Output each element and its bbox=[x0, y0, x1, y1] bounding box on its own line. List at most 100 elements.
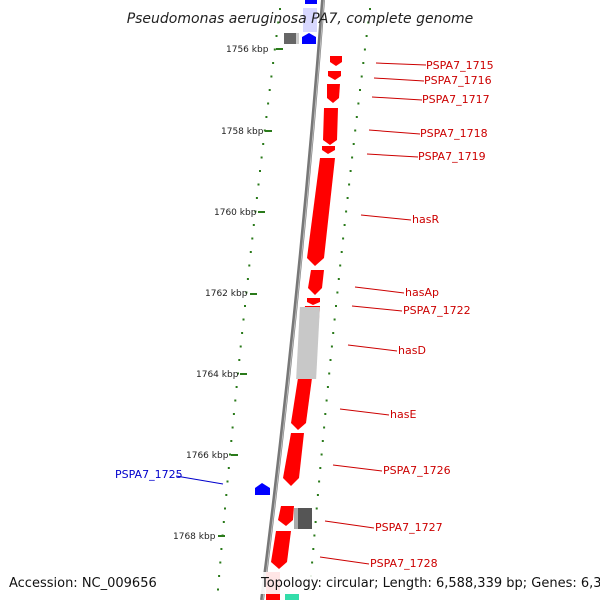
outer-track-dot bbox=[313, 534, 316, 537]
tick-label-1768: 1768 kbp bbox=[173, 532, 216, 542]
label-pspa7-1728[interactable]: PSPA7_1728 bbox=[370, 557, 438, 570]
inner-track-dot bbox=[260, 156, 263, 159]
gene-top-grey-light[interactable] bbox=[296, 33, 299, 44]
inner-track-dot bbox=[230, 440, 233, 442]
gene-pseudo-grey-1727[interactable] bbox=[297, 508, 312, 529]
outer-track-dot bbox=[349, 170, 352, 172]
inner-track-dot bbox=[279, 8, 281, 10]
gene-arrow-pspa7-1718[interactable] bbox=[323, 108, 338, 145]
leader-pspa7-1718 bbox=[368, 129, 421, 135]
gene-arrow-pspa7-1719[interactable] bbox=[322, 146, 335, 154]
gene-pseudo-grey-light-1727[interactable] bbox=[294, 508, 298, 529]
inner-track-dot bbox=[219, 561, 222, 564]
gene-rna-teal[interactable] bbox=[285, 594, 299, 600]
inner-track-dot bbox=[218, 575, 221, 577]
outer-track-dot bbox=[323, 426, 326, 429]
label-pspa7-1719[interactable]: PSPA7_1719 bbox=[418, 150, 486, 163]
footer-background-left bbox=[0, 572, 150, 594]
accession-text: Accession: NC_009656 bbox=[9, 576, 157, 591]
outer-track-dot bbox=[352, 143, 355, 145]
label-pspa7-1727[interactable]: PSPA7_1727 bbox=[375, 521, 443, 534]
outer-track-dot bbox=[329, 359, 332, 361]
label-pspa7-1715[interactable]: PSPA7_1715 bbox=[426, 59, 494, 72]
gene-arrow-pspa7-1717[interactable] bbox=[327, 84, 340, 103]
gene-arrow-hasr[interactable] bbox=[307, 158, 335, 266]
gene-top-grey[interactable] bbox=[284, 33, 298, 44]
inner-track-dot bbox=[273, 48, 276, 51]
inner-track-dot bbox=[237, 372, 239, 375]
tick-label-1766: 1766 kbp bbox=[186, 451, 229, 461]
outer-track-dot bbox=[330, 345, 333, 348]
outer-track-dot bbox=[336, 291, 339, 294]
gene-top-blue-arrow[interactable] bbox=[302, 33, 316, 44]
outer-track-dot bbox=[326, 386, 329, 388]
outer-track-dot bbox=[318, 480, 321, 483]
outer-track-dot bbox=[354, 129, 357, 132]
genome-backbone bbox=[260, 0, 325, 600]
gene-arrow-hasap[interactable] bbox=[308, 270, 324, 295]
outer-track-dot bbox=[314, 521, 317, 523]
outer-track-dot bbox=[359, 89, 361, 91]
gene-arrow-pspa7-1722[interactable] bbox=[307, 298, 320, 305]
gene-top-blue[interactable] bbox=[305, 0, 317, 4]
outer-track-dot bbox=[355, 116, 358, 118]
outer-track-dot bbox=[365, 35, 368, 37]
gene-arrow-pspa7-1716[interactable] bbox=[328, 71, 341, 80]
gene-arrow-pspa7-1727[interactable] bbox=[278, 506, 294, 526]
inner-track-dot bbox=[255, 197, 258, 199]
gene-grey-hasd-adjacent[interactable] bbox=[296, 307, 320, 379]
tick-label-1764: 1764 kbp bbox=[196, 370, 239, 380]
tick-label-1760: 1760 kbp bbox=[214, 208, 257, 218]
tick-labels: 1756 kbp 1758 kbp 1760 kbp 1762 kbp 1764… bbox=[173, 45, 269, 542]
label-hasd[interactable]: hasD bbox=[398, 344, 426, 357]
outer-track-dot bbox=[324, 413, 327, 415]
inner-track-dot bbox=[231, 426, 234, 429]
outer-track-dot bbox=[362, 62, 365, 64]
outer-track-dot bbox=[340, 251, 343, 253]
leader-hasr bbox=[360, 214, 412, 221]
tick-label-1762: 1762 kbp bbox=[205, 289, 248, 299]
gene-arrow-pspa7-1726[interactable] bbox=[283, 433, 304, 486]
leader-pspa7-1716 bbox=[373, 77, 425, 82]
outer-track-dot bbox=[346, 197, 349, 199]
outer-track-dot bbox=[367, 21, 370, 24]
outer-track-dot bbox=[320, 453, 323, 456]
outer-track-dot bbox=[369, 8, 371, 10]
gene-arrow-pspa7-1725[interactable] bbox=[255, 483, 270, 495]
inner-track-dot bbox=[241, 332, 244, 334]
outer-track-dot bbox=[325, 399, 328, 402]
outer-track-dot bbox=[337, 278, 340, 280]
gene-labels: PSPA7_1715 PSPA7_1716 PSPA7_1717 PSPA7_1… bbox=[115, 59, 494, 570]
inner-track-dot bbox=[235, 386, 238, 388]
gene-arrow-pspa7-1715[interactable] bbox=[330, 56, 342, 66]
label-pspa7-1726[interactable]: PSPA7_1726 bbox=[383, 464, 451, 477]
outer-track-dot bbox=[312, 548, 315, 550]
inner-track-dot bbox=[226, 480, 229, 483]
gene-arrow-hase[interactable] bbox=[291, 378, 312, 430]
label-hasap[interactable]: hasAp bbox=[405, 286, 439, 299]
gene-top-lightblue[interactable] bbox=[303, 8, 317, 32]
label-hase[interactable]: hasE bbox=[390, 408, 416, 421]
leader-pspa7-1727 bbox=[324, 520, 375, 529]
label-pspa7-1716[interactable]: PSPA7_1716 bbox=[424, 74, 492, 87]
top-features bbox=[284, 0, 317, 44]
label-pspa7-1725[interactable]: PSPA7_1725 bbox=[115, 468, 183, 481]
inner-track-dot bbox=[225, 494, 228, 496]
leader-pspa7-1726 bbox=[332, 464, 383, 472]
outer-track-dot bbox=[357, 102, 360, 105]
label-hasr[interactable]: hasR bbox=[412, 213, 439, 226]
outer-track-dot bbox=[345, 210, 348, 213]
inner-track-dot bbox=[234, 399, 237, 402]
label-pspa7-1722[interactable]: PSPA7_1722 bbox=[403, 304, 471, 317]
leader-pspa7-1719 bbox=[366, 153, 419, 158]
inner-track-dot bbox=[263, 129, 266, 132]
gene-arrow-pspa7-1728[interactable] bbox=[271, 531, 291, 569]
outer-track-dot bbox=[335, 305, 337, 307]
tick-label-1758: 1758 kbp bbox=[221, 127, 264, 137]
footer-background-right bbox=[258, 572, 600, 594]
label-pspa7-1717[interactable]: PSPA7_1717 bbox=[422, 93, 490, 106]
label-pspa7-1718[interactable]: PSPA7_1718 bbox=[420, 127, 488, 140]
inner-track-dot bbox=[265, 116, 268, 118]
outer-track-dot bbox=[360, 75, 363, 78]
